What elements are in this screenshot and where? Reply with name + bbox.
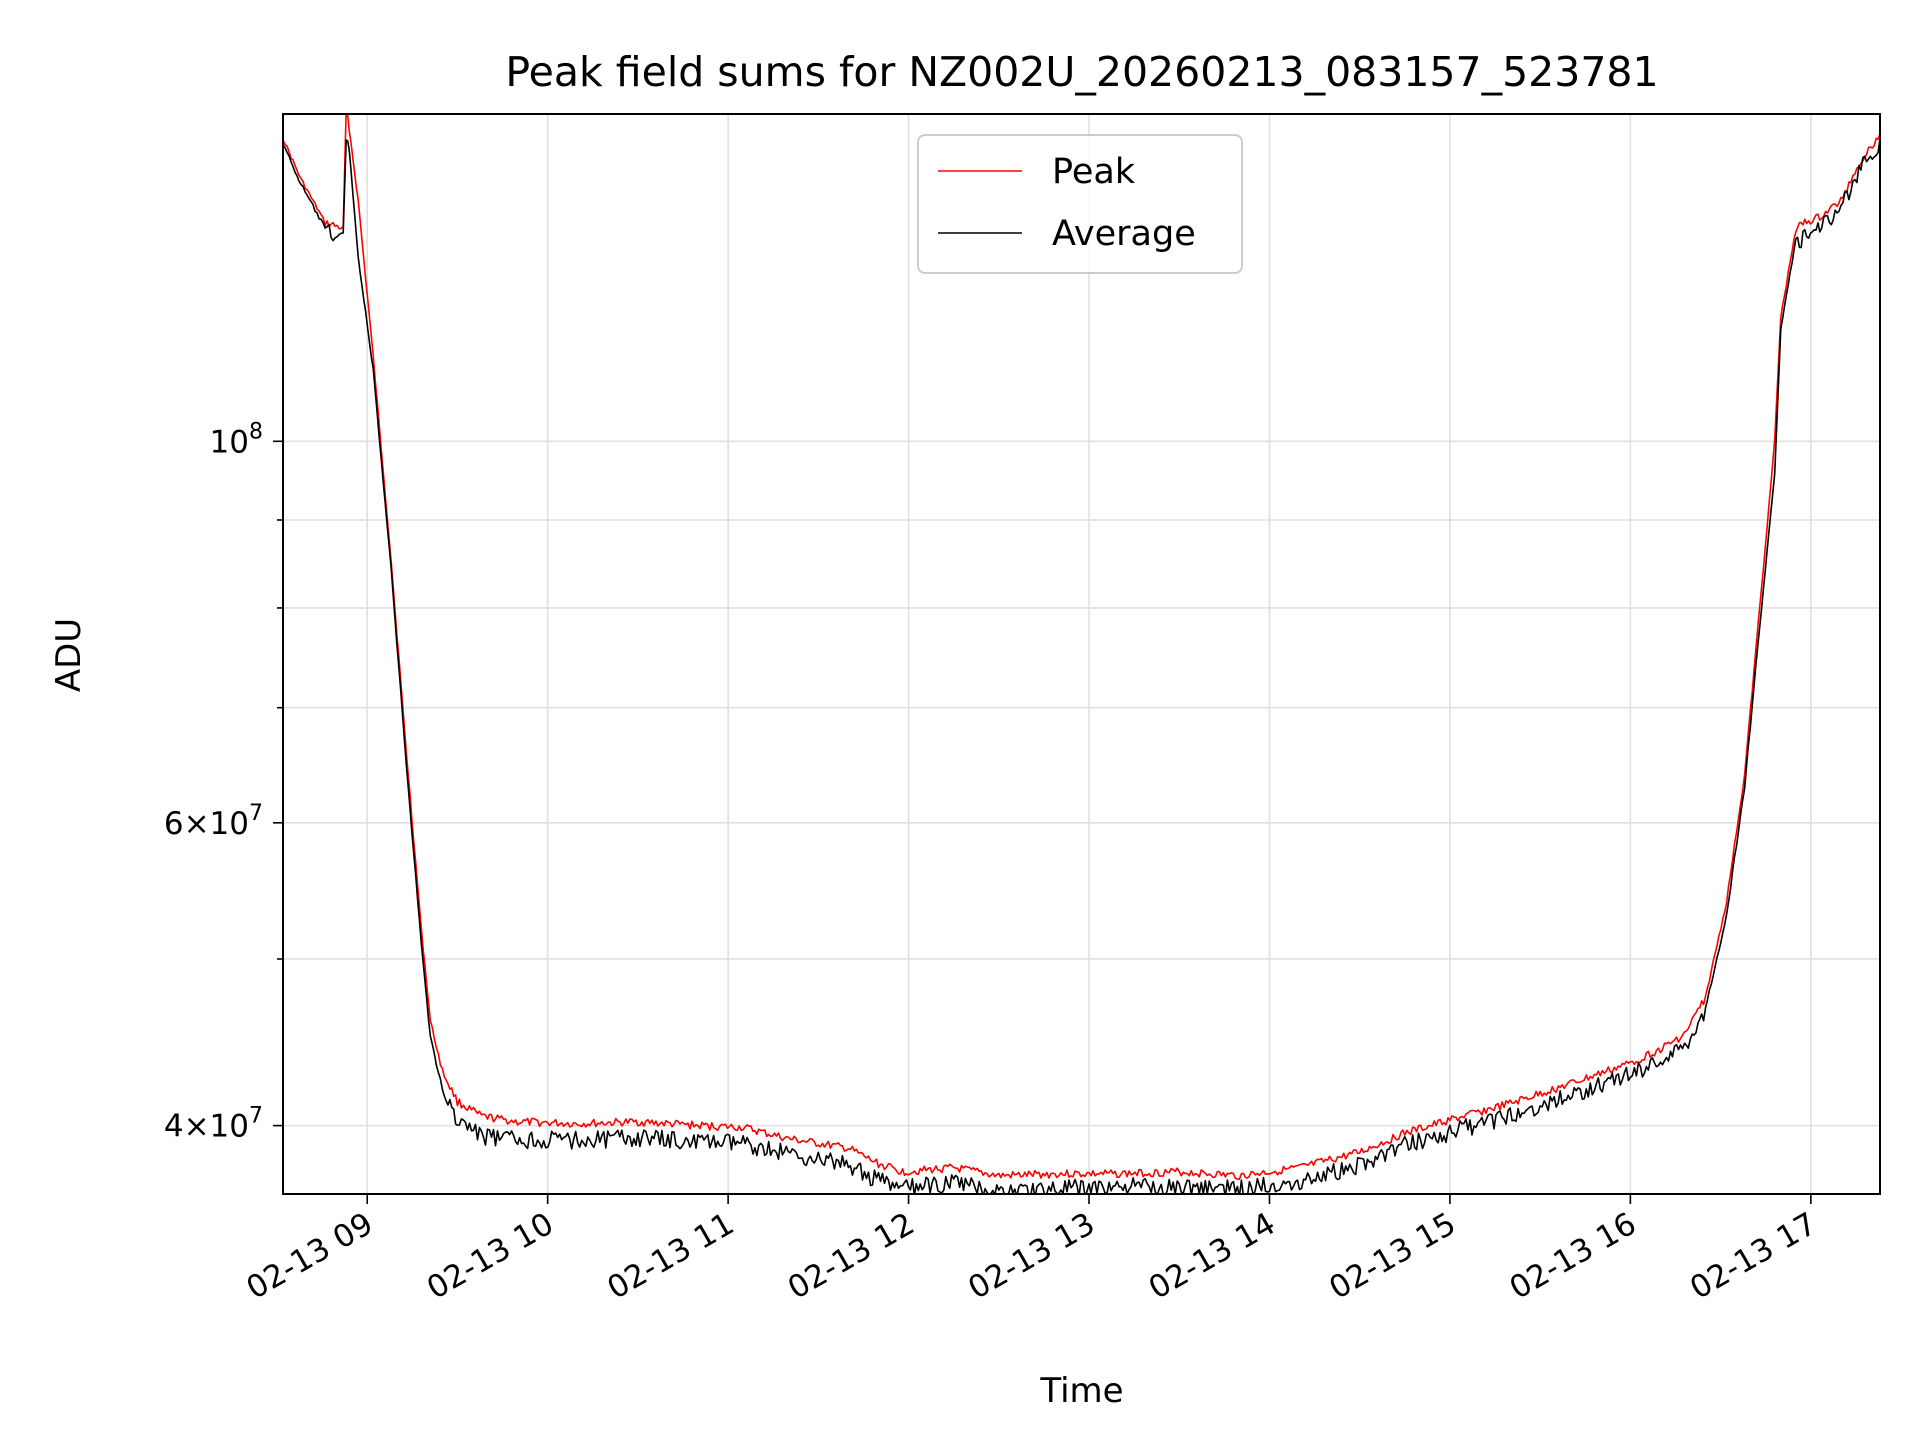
y-tick-label: 108	[210, 419, 263, 460]
y-tick-label: 4×107	[164, 1104, 263, 1145]
plot-frame	[282, 113, 1881, 1195]
series-line-average	[283, 138, 1880, 1194]
chart-title: Peak field sums for NZ002U_20260213_0831…	[505, 48, 1658, 96]
y-axis-label: ADU	[49, 618, 89, 692]
legend-box	[917, 134, 1243, 274]
legend: Peak Average	[917, 134, 1243, 274]
legend-average-label: Average	[1052, 214, 1196, 254]
series-line-peak	[283, 114, 1880, 1181]
x-axis-label: Time	[1039, 1371, 1123, 1411]
series-layer	[283, 114, 1880, 1194]
grid	[283, 114, 1880, 1194]
y-tick-label: 6×107	[164, 801, 263, 842]
legend-peak-label: Peak	[1052, 152, 1136, 192]
